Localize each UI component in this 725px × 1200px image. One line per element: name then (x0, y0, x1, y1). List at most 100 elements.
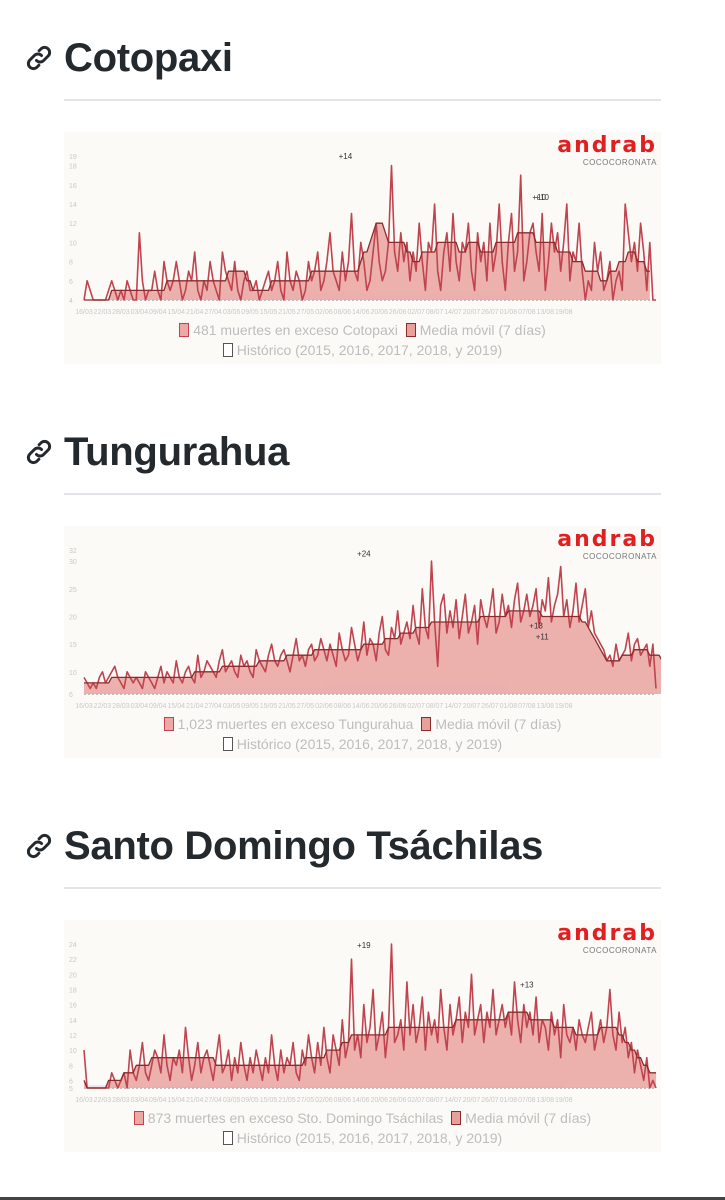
x-tick-label: 08/06 (334, 309, 352, 316)
legend-hist[interactable]: Histórico (2015, 2016, 2017, 2018, y 201… (222, 342, 503, 358)
legend-avg-label: Media móvil (7 días) (435, 716, 562, 732)
x-tick-label: 15/04 (167, 1097, 185, 1104)
legend-excess[interactable]: 481 muertes en exceso Cotopaxi (179, 322, 398, 338)
x-tick-label: 14/06 (352, 703, 370, 710)
x-tick-label: 03/05 (223, 309, 241, 316)
logo-main: andrab (557, 921, 657, 946)
swatch-avg (451, 1111, 462, 1125)
x-tick-label: 02/06 (315, 703, 333, 710)
x-tick-label: 27/04 (204, 309, 222, 316)
legend-hist-label: Histórico (2015, 2016, 2017, 2018, y 201… (236, 736, 503, 752)
x-tick-label: 16/03 (75, 1097, 93, 1104)
legend-row-1: 873 muertes en exceso Sto. Domingo Tsách… (64, 1110, 661, 1128)
legend-hist[interactable]: Histórico (2015, 2016, 2017, 2018, y 201… (222, 736, 503, 752)
y-tick-label: 15 (69, 642, 77, 649)
x-tick-label: 22/03 (94, 309, 112, 316)
y-tick-label: 8 (69, 1063, 73, 1070)
x-tick-label: 13/08 (537, 309, 555, 316)
x-tick-label: 28/03 (112, 703, 130, 710)
y-tick-label: 5 (69, 1086, 73, 1093)
swatch-hist (222, 737, 233, 751)
x-tick-label: 20/06 (370, 1097, 388, 1104)
legend-row-2: Histórico (2015, 2016, 2017, 2018, y 201… (64, 736, 661, 754)
swatch-hist (222, 343, 233, 357)
legend-avg[interactable]: Media móvil (7 días) (421, 716, 561, 732)
page-title: Tungurahua (64, 429, 290, 474)
x-tick-label: 27/04 (204, 703, 222, 710)
y-tick-label: 4 (69, 298, 73, 305)
legend-hist-label: Histórico (2015, 2016, 2017, 2018, y 201… (236, 1130, 503, 1146)
x-tick-label: 08/07 (426, 1097, 444, 1104)
y-tick-label: 6 (69, 279, 73, 286)
peak-annotation: +13 (529, 621, 543, 630)
x-tick-label: 07/08 (518, 703, 536, 710)
y-tick-label: 16 (69, 183, 77, 190)
x-tick-label: 08/07 (426, 309, 444, 316)
y-tick-label: 30 (69, 559, 77, 566)
x-tick-label: 03/04 (131, 309, 149, 316)
moving-average-area (84, 1012, 656, 1088)
legend-hist[interactable]: Histórico (2015, 2016, 2017, 2018, y 201… (222, 1130, 503, 1146)
y-tick-label: 14 (69, 1018, 77, 1025)
y-tick-label: 32 (69, 548, 77, 555)
x-tick-label: 15/04 (167, 703, 185, 710)
section-heading: Cotopaxi (24, 33, 233, 83)
y-tick-label: 6 (69, 692, 73, 699)
x-tick-label: 15/04 (167, 309, 185, 316)
andrab-logo: andrab COCOCORONATA (557, 134, 657, 168)
peak-annotation: +19 (357, 941, 371, 950)
link-icon[interactable] (24, 43, 54, 73)
x-tick-label: 21/04 (186, 703, 204, 710)
x-tick-label: 15/05 (260, 703, 278, 710)
x-tick-label: 26/06 (389, 703, 407, 710)
chart-tungurahua: 6 10 15 20 25 30 32 16/03 22/03 28/03 03/04 09/04 15… (64, 526, 661, 758)
y-tick-label: 12 (69, 221, 77, 228)
legend-excess[interactable]: 1,023 muertes en exceso Tungurahua (163, 716, 413, 732)
legend-avg[interactable]: Media móvil (7 días) (451, 1110, 591, 1126)
chart-santo-domingo: 5 6 8 10 12 14 16 18 20 22 24 16/03 22/03 28/03 03/04 0… (64, 920, 661, 1152)
chart-svg: 4 6 8 10 12 14 16 18 19 16/03 22/03 28/03 03/04 09/04… (69, 152, 656, 316)
x-tick-label: 26/07 (481, 1097, 499, 1104)
andrab-logo: andrab COCOCORONATA (557, 527, 657, 562)
swatch-hist (222, 1131, 233, 1145)
x-tick-label: 14/06 (352, 1097, 370, 1104)
heading-divider (64, 887, 661, 889)
x-tick-label: 03/04 (131, 1097, 149, 1104)
legend-hist-label: Histórico (2015, 2016, 2017, 2018, y 201… (236, 342, 503, 358)
x-tick-label: 22/03 (94, 1097, 112, 1104)
y-tick-label: 10 (69, 240, 77, 247)
x-tick-label: 20/07 (463, 703, 481, 710)
legend-row-2: Histórico (2015, 2016, 2017, 2018, y 201… (64, 1130, 661, 1148)
legend-avg[interactable]: Media móvil (7 días) (405, 322, 546, 338)
legend-avg-label: Media móvil (7 días) (465, 1110, 592, 1126)
x-tick-label: 01/08 (500, 309, 518, 316)
x-tick-label: 02/07 (407, 703, 425, 710)
x-tick-label: 09/04 (149, 1097, 167, 1104)
x-tick-label: 02/06 (315, 309, 333, 316)
link-icon[interactable] (24, 437, 54, 467)
peak-annotation: +10 (535, 193, 549, 202)
x-tick-label: 09/05 (241, 703, 259, 710)
x-tick-label: 20/06 (370, 309, 388, 316)
x-tick-label: 13/08 (537, 1097, 555, 1104)
logo-main: andrab (557, 527, 657, 552)
moving-average-line (84, 222, 650, 301)
y-tick-label: 20 (69, 614, 77, 621)
x-tick-label: 19/08 (555, 1097, 573, 1104)
legend-excess[interactable]: 873 muertes en exceso Sto. Domingo Tsách… (133, 1110, 443, 1126)
logo-sub: COCOCORONATA (582, 552, 657, 561)
section-heading: Tungurahua (24, 427, 289, 477)
x-tick-label: 27/04 (204, 1097, 222, 1104)
swatch-excess (163, 717, 174, 731)
x-tick-label: 01/08 (500, 1097, 518, 1104)
link-icon[interactable] (24, 831, 54, 861)
peak-annotation: +14 (339, 152, 353, 161)
section-heading: Santo Domingo Tsáchilas (24, 821, 543, 871)
x-tick-label: 20/07 (463, 309, 481, 316)
x-tick-label: 21/05 (278, 1097, 296, 1104)
x-tick-label: 03/04 (131, 703, 149, 710)
legend-row-1: 481 muertes en exceso Cotopaxi Media móv… (64, 322, 661, 340)
x-tick-label: 28/03 (112, 309, 130, 316)
x-tick-label: 20/07 (463, 1097, 481, 1104)
